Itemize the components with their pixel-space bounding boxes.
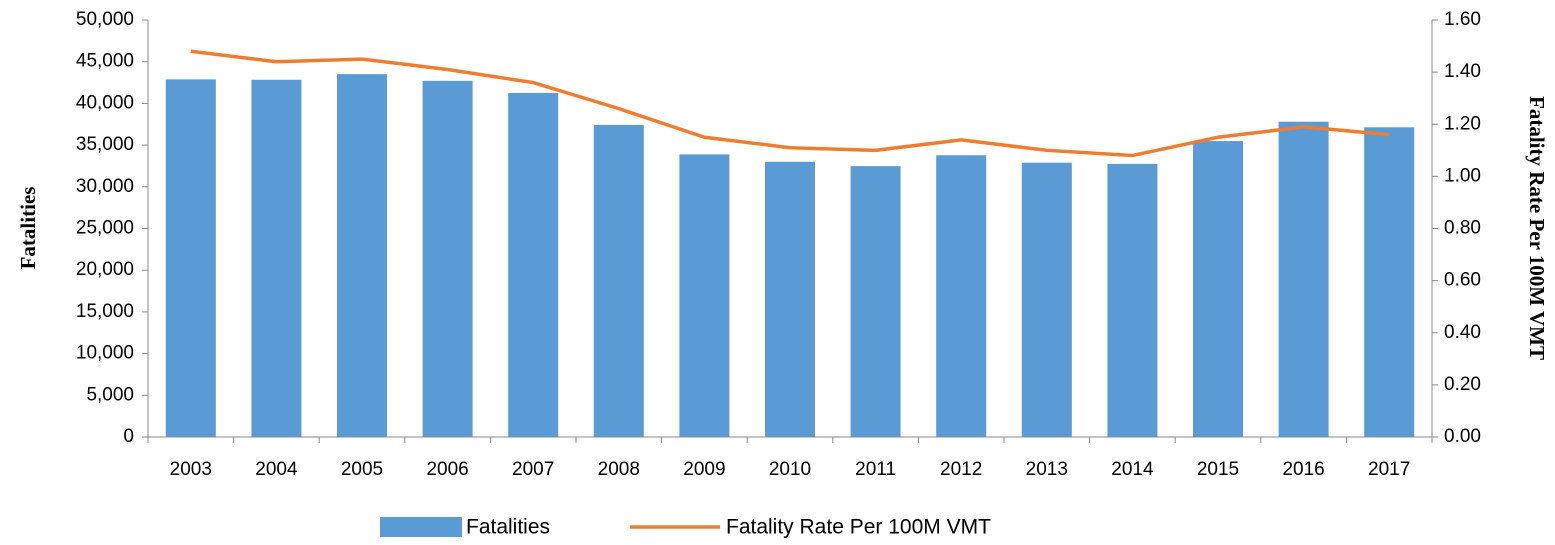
- line: [190, 49, 1390, 158]
- y-tick-label: 10,000: [76, 343, 134, 364]
- x-tick-label: 2015: [1197, 459, 1239, 480]
- y2-tick-label: 1.60: [1444, 9, 1481, 30]
- x-tick-label: 2014: [1111, 459, 1154, 480]
- x-tick-label: 2007: [512, 459, 554, 480]
- y-tick-label: 40,000: [76, 92, 134, 113]
- y-axis-title: Fatalities: [16, 187, 40, 270]
- x-tick-label: 2013: [1026, 459, 1068, 480]
- x-tick-label: 2004: [255, 459, 298, 480]
- bar: [679, 154, 730, 438]
- x-tick-label: 2005: [341, 459, 383, 480]
- y-tick-label: 35,000: [76, 134, 134, 155]
- bar: [251, 79, 302, 438]
- y2-tick-label: 0.80: [1444, 218, 1481, 239]
- x-tick-label: 2011: [855, 459, 896, 480]
- x-tick-label: 2010: [769, 459, 811, 480]
- bar: [422, 80, 473, 437]
- bar: [1364, 127, 1415, 437]
- bar: [593, 124, 644, 437]
- legend-label: Fatalities: [466, 516, 550, 539]
- y-tick-label: 45,000: [76, 51, 134, 72]
- bar: [850, 166, 901, 438]
- x-tick-label: 2009: [683, 459, 725, 480]
- y-tick-label: 20,000: [76, 259, 134, 280]
- y-tick-label: 5,000: [86, 384, 134, 405]
- y2-tick-label: 0.20: [1444, 374, 1481, 395]
- x-tick-label: 2006: [426, 459, 468, 480]
- y2-tick-label: 0.40: [1444, 322, 1481, 343]
- x-tick-label: 2012: [940, 459, 982, 480]
- bar: [936, 155, 987, 437]
- y2-tick-label: 1.20: [1444, 113, 1481, 134]
- bar: [337, 74, 387, 438]
- x-tick-label: 2016: [1282, 459, 1324, 480]
- bar: [1107, 163, 1158, 437]
- y-tick-label: 0: [123, 426, 134, 447]
- y2-tick-label: 1.00: [1444, 165, 1481, 186]
- x-tick-label: 2017: [1368, 459, 1410, 480]
- y2-tick-label: 0.00: [1444, 426, 1481, 447]
- bar: [1193, 141, 1243, 437]
- y-tick-label: 25,000: [76, 218, 134, 239]
- y-tick-label: 15,000: [76, 301, 134, 322]
- y2-axis-title: Fatality Rate Per 100M VMT: [1525, 96, 1549, 360]
- bar: [1278, 121, 1329, 437]
- bar: [508, 92, 559, 438]
- y-tick-label: 30,000: [76, 176, 134, 197]
- legend-swatch: [380, 517, 462, 537]
- bar: [765, 161, 815, 438]
- y-tick-label: 50,000: [76, 9, 134, 30]
- x-tick-label: 2008: [598, 459, 640, 480]
- bar: [165, 79, 216, 437]
- x-tick-label: 2003: [170, 459, 212, 480]
- bar: [1021, 162, 1072, 438]
- legend-label: Fatality Rate Per 100M VMT: [726, 516, 991, 539]
- y2-tick-label: 0.60: [1444, 270, 1481, 291]
- y2-tick-label: 1.40: [1444, 61, 1481, 82]
